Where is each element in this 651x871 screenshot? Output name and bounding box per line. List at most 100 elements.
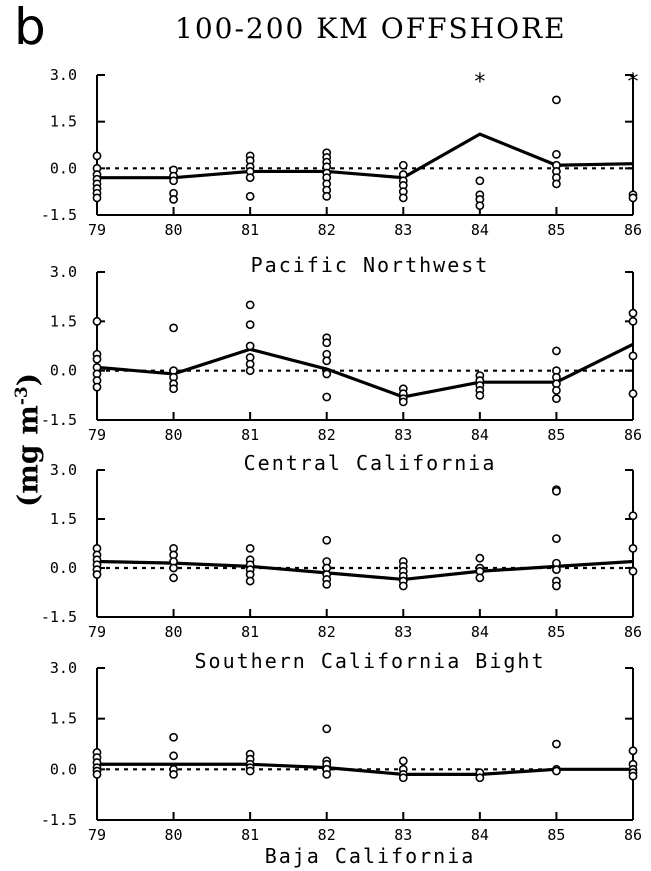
data-point — [245, 766, 255, 776]
data-point — [169, 751, 178, 761]
x-tick-label: 82 — [318, 426, 336, 444]
data-point — [398, 773, 408, 783]
data-point — [169, 195, 178, 204]
data-point — [245, 300, 255, 310]
figure-title: 100-200 KM OFFSHORE — [175, 12, 567, 45]
data-point — [475, 201, 485, 211]
data-point — [552, 581, 561, 591]
x-tick-label: 85 — [547, 623, 565, 641]
data-point — [628, 351, 638, 361]
y-tick-label: 0.0 — [50, 159, 77, 177]
x-tick-label: 80 — [165, 221, 183, 239]
data-point — [475, 390, 485, 400]
data-point — [92, 193, 102, 203]
y-tick-label: 1.5 — [50, 113, 77, 131]
data-point — [322, 356, 332, 366]
y-tick-label: -1.5 — [41, 811, 77, 829]
data-point — [169, 384, 178, 394]
data-point — [245, 341, 255, 351]
panel-title: Baja California — [265, 844, 476, 868]
x-tick-label: 83 — [394, 426, 412, 444]
x-tick-label: 83 — [394, 826, 412, 844]
x-tick-label: 86 — [624, 623, 642, 641]
data-point — [628, 193, 638, 203]
data-point — [475, 773, 485, 783]
x-tick-label: 82 — [318, 826, 336, 844]
data-point — [628, 771, 638, 781]
mean-series-line — [96, 342, 634, 399]
data-point — [552, 385, 561, 395]
y-tick-label: -1.5 — [41, 206, 77, 224]
y-tick-label: 0.0 — [50, 559, 77, 577]
data-point — [475, 553, 485, 563]
y-tick-label: 1.5 — [50, 710, 77, 728]
x-tick-label: 81 — [241, 221, 259, 239]
data-point — [628, 746, 638, 756]
mean-series-line — [96, 559, 634, 582]
x-tick-label: 79 — [88, 623, 106, 641]
data-point — [92, 570, 102, 579]
data-point — [398, 756, 408, 766]
x-tick-label: 80 — [165, 826, 183, 844]
data-point — [92, 382, 102, 392]
x-tick-label: 79 — [88, 426, 106, 444]
y-tick-label: 1.5 — [50, 510, 77, 528]
chart-panel-3: 3.0 1.5 0.0 -1.5 79 80 81 82 83 84 85 86 Southern Ca… — [41, 461, 642, 673]
x-tick-label: 82 — [318, 623, 336, 641]
y-tick-label: 3.0 — [50, 66, 77, 84]
x-tick-label: 86 — [624, 221, 642, 239]
data-point — [552, 739, 561, 749]
chart-panel-4: 3.0 1.5 0.0 -1.5 79 80 81 82 83 84 85 86 Baja Califo… — [41, 659, 642, 868]
x-tick-label: 85 — [547, 826, 565, 844]
data-point — [169, 770, 178, 779]
data-point — [552, 95, 561, 105]
y-tick-label: -1.5 — [41, 608, 77, 626]
data-point — [322, 338, 332, 348]
off-scale-asterisk: * — [626, 70, 639, 95]
x-tick-label: 85 — [547, 221, 565, 239]
mean-series-line — [97, 762, 633, 776]
panel-title: Central California — [244, 451, 497, 475]
y-tick-label: 3.0 — [50, 659, 77, 677]
x-tick-label: 81 — [241, 426, 259, 444]
panel-title: Pacific Northwest — [251, 253, 490, 277]
data-point — [322, 770, 332, 779]
x-tick-label: 84 — [471, 426, 489, 444]
x-tick-label: 80 — [165, 623, 183, 641]
y-tick-label: 3.0 — [50, 263, 77, 281]
x-tick-label: 81 — [241, 826, 259, 844]
chart-panel-2: 3.0 1.5 0.0 -1.5 79 80 81 82 83 84 85 86 Central Cal… — [41, 263, 642, 475]
x-tick-label: 79 — [88, 221, 106, 239]
x-tick-label: 80 — [165, 426, 183, 444]
x-tick-label: 82 — [318, 221, 336, 239]
data-point — [628, 316, 638, 326]
data-point — [92, 316, 102, 326]
x-tick-label: 84 — [471, 623, 489, 641]
data-point — [552, 149, 561, 159]
data-point — [169, 573, 178, 583]
y-tick-label: -1.5 — [41, 411, 77, 429]
data-point — [169, 323, 178, 333]
x-tick-label: 84 — [471, 221, 489, 239]
data-point — [245, 173, 255, 183]
panel-letter: b — [14, 0, 46, 56]
mean-series-line — [97, 132, 634, 180]
x-tick-label: 86 — [624, 826, 642, 844]
data-point — [552, 565, 561, 575]
data-point — [245, 544, 255, 553]
data-point — [552, 179, 561, 189]
chart-panel-1: 3.0 1.5 0.0 -1.5 79 80 81 82 83 84 85 86 * * Pacific N… — [41, 66, 642, 277]
x-tick-label: 85 — [547, 426, 565, 444]
data-point — [245, 576, 255, 586]
x-tick-label: 83 — [394, 623, 412, 641]
data-point — [92, 151, 102, 161]
x-tick-label: 86 — [624, 426, 642, 444]
data-point — [628, 544, 638, 553]
data-point — [398, 193, 408, 203]
data-point — [322, 392, 332, 402]
data-point — [398, 581, 408, 591]
off-scale-asterisk: * — [473, 70, 486, 95]
x-tick-label: 81 — [241, 623, 259, 641]
data-point — [322, 535, 332, 545]
